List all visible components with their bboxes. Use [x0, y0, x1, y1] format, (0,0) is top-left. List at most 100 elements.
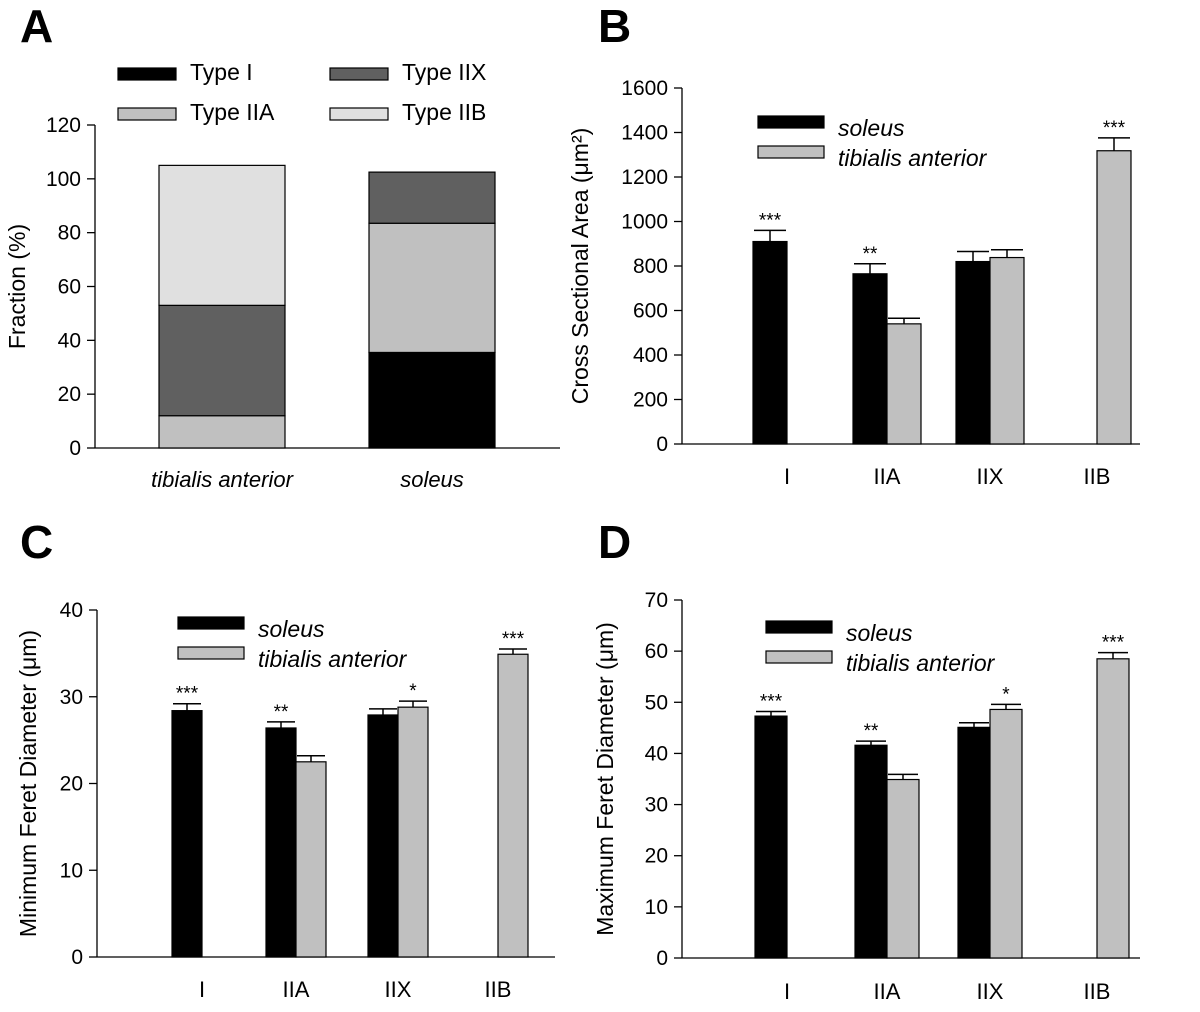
x-category-label-iix: IIX [385, 977, 412, 1002]
y-tick-label: 40 [645, 742, 668, 765]
legend-label-type-iib: Type IIB [402, 99, 486, 125]
legend-swatch-type-i [117, 67, 177, 81]
x-category-label-soleus: soleus [400, 467, 464, 492]
y-axis-title: Cross Sectional Area (μm²) [567, 128, 593, 405]
significance-marker-iib: *** [502, 629, 525, 650]
y-tick-label: 600 [633, 300, 668, 323]
bar-iia-soleus [852, 273, 888, 445]
y-tick-label: 100 [46, 168, 81, 191]
significance-marker-iia: ** [864, 721, 879, 742]
chart-panel-b: B 0 200 400 600 800 1000 1200 1400 1600 Cross Sect… [567, 0, 1140, 489]
significance-marker-iix: * [1002, 684, 1010, 705]
y-tick-label: 10 [60, 859, 83, 882]
y-tick-label: 0 [656, 947, 668, 970]
legend-label-type-iix: Type IIX [402, 59, 486, 85]
y-tick-label: 40 [58, 329, 81, 352]
y-tick-label: 30 [645, 794, 668, 817]
x-category-label-i: I [784, 464, 790, 489]
legend-label-soleus: soleus [258, 616, 325, 642]
y-tick-label: 120 [46, 114, 81, 137]
bar-i-soleus [171, 710, 203, 958]
y-axis-title: Minimum Feret Diameter (μm) [15, 630, 41, 937]
y-axis-title: Maximum Feret Diameter (μm) [592, 622, 618, 936]
y-tick-label: 50 [645, 691, 668, 714]
y-tick-label: 400 [633, 344, 668, 367]
panel-letter: B [598, 0, 631, 52]
bar-iia-tibialis-anterior [886, 323, 922, 445]
x-category-label-iib: IIB [485, 977, 512, 1002]
legend-label-tibialis-anterior: tibialis anterior [838, 145, 988, 171]
x-category-label-iib: IIB [1084, 464, 1111, 489]
y-tick-label: 30 [60, 686, 83, 709]
x-category-label-i: I [199, 977, 205, 1002]
x-category-label-tibialis-anterior: tibialis anterior [151, 467, 295, 492]
significance-marker-iix: * [409, 681, 417, 702]
x-category-label-iix: IIX [977, 464, 1004, 489]
bar-iia-soleus [265, 727, 297, 958]
y-tick-label: 60 [58, 276, 81, 299]
y-tick-label: 70 [645, 589, 668, 612]
bar-i-soleus [752, 240, 788, 445]
panel-letter: A [20, 0, 53, 52]
y-tick-label: 1000 [621, 211, 668, 234]
legend-label-type-i: Type I [190, 59, 253, 85]
bar-iix-soleus [955, 260, 991, 445]
legend-label-tibialis-anterior: tibialis anterior [846, 650, 996, 676]
bar-iix-tibialis-anterior [397, 706, 429, 958]
panel-letter: C [20, 516, 53, 568]
significance-marker-iia: ** [274, 702, 289, 723]
legend-swatch-type-iib [329, 107, 389, 121]
legend-swatch-type-iia [117, 107, 177, 121]
significance-marker-i: *** [759, 210, 782, 231]
chart-panel-c: C 0 10 20 30 40 Minimum Feret Diameter (μm) I II… [15, 516, 555, 1002]
x-category-label-iia: IIA [874, 464, 901, 489]
y-tick-label: 60 [645, 640, 668, 663]
legend-swatch-tibialis-anterior [177, 646, 245, 660]
y-tick-label: 800 [633, 255, 668, 278]
bar-tibialis-anterior-type-iib [158, 164, 286, 306]
bar-iia-tibialis-anterior [295, 761, 327, 958]
bar-iia-soleus [854, 744, 888, 959]
significance-marker-iia: ** [863, 244, 878, 265]
legend-label-soleus: soleus [846, 620, 913, 646]
y-tick-label: 80 [58, 222, 81, 245]
significance-marker-i: *** [760, 691, 783, 712]
legend-label-type-iia: Type IIA [190, 99, 275, 125]
x-category-label-iib: IIB [1084, 979, 1111, 1004]
bar-iia-tibialis-anterior [886, 778, 920, 959]
bar-soleus-type-iia [368, 222, 496, 354]
y-tick-label: 1400 [621, 122, 668, 145]
bar-iib-tibialis-anterior [1096, 658, 1130, 959]
y-tick-label: 40 [60, 599, 83, 622]
bar-i-soleus [754, 715, 788, 959]
legend-label-tibialis-anterior: tibialis anterior [258, 646, 408, 672]
legend-swatch-soleus [765, 620, 833, 634]
panel-letter: D [598, 516, 631, 568]
legend-swatch-soleus [177, 616, 245, 630]
y-tick-label: 20 [58, 383, 81, 406]
legend-swatch-soleus [757, 115, 825, 129]
y-tick-label: 1600 [621, 77, 668, 100]
legend-swatch-type-iix [329, 67, 389, 81]
y-tick-label: 10 [645, 896, 668, 919]
bar-soleus-type-iix [368, 171, 496, 224]
y-axis-title: Fraction (%) [4, 224, 30, 349]
x-category-label-i: I [784, 979, 790, 1004]
y-tick-label: 0 [69, 437, 81, 460]
bar-iib-tibialis-anterior [1096, 150, 1132, 445]
x-category-label-iia: IIA [283, 977, 310, 1002]
bar-iix-soleus [957, 726, 991, 959]
bar-iib-tibialis-anterior [497, 653, 529, 958]
bar-iix-tibialis-anterior [989, 256, 1025, 445]
y-tick-label: 20 [645, 845, 668, 868]
significance-marker-iib: *** [1102, 633, 1125, 654]
legend-label-soleus: soleus [838, 115, 905, 141]
y-tick-label: 20 [60, 773, 83, 796]
bar-tibialis-anterior-type-iix [158, 304, 286, 417]
bar-tibialis-anterior-type-iia [158, 415, 286, 449]
x-category-label-iix: IIX [977, 979, 1004, 1004]
y-tick-label: 0 [656, 433, 668, 456]
significance-marker-i: *** [176, 684, 199, 705]
significance-marker-iib: *** [1103, 118, 1126, 139]
